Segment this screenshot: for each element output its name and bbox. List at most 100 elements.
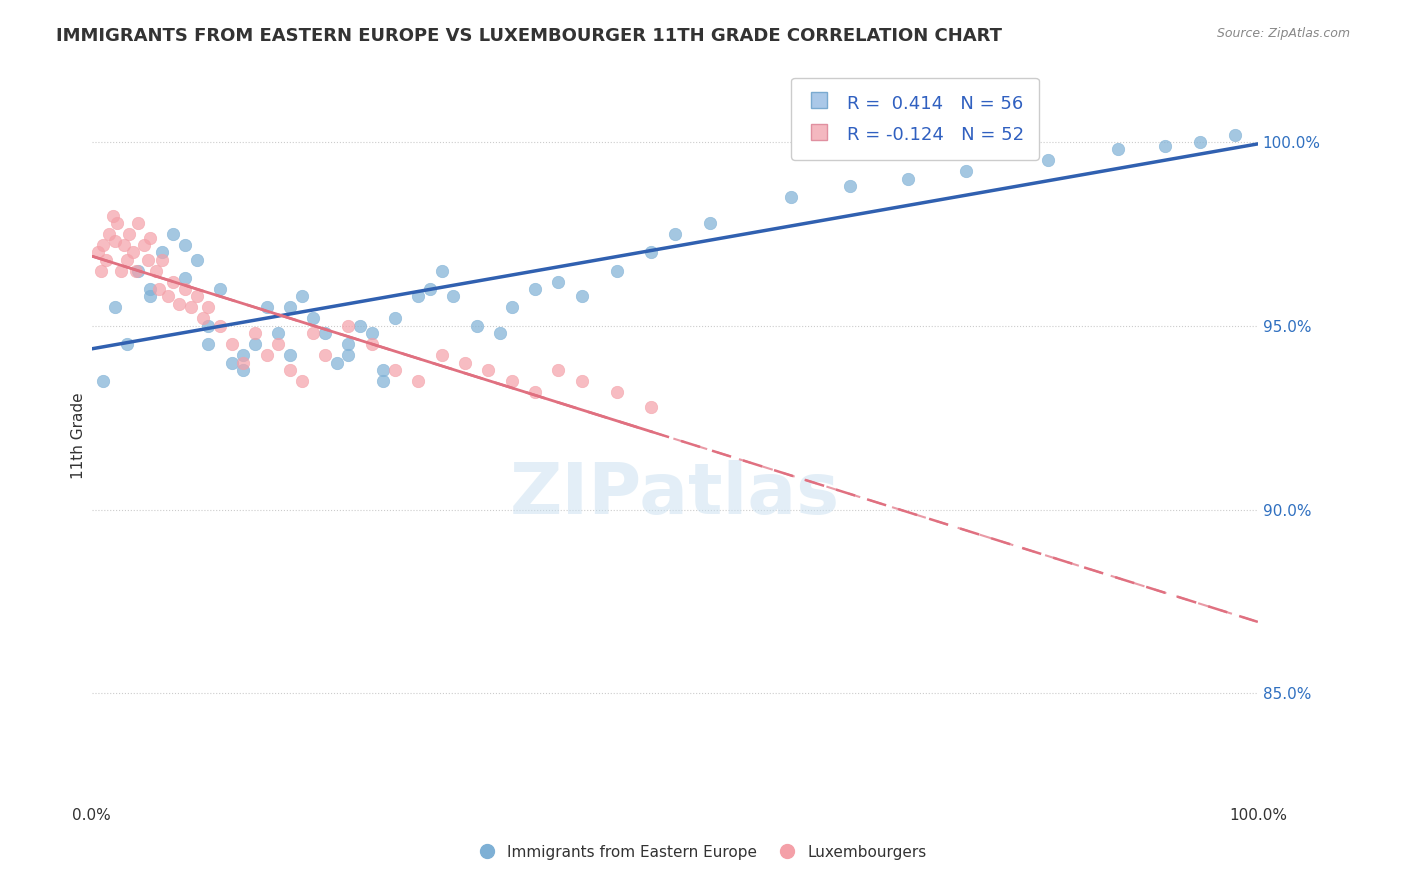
Point [104, 301, 127, 315]
Point [1036, 153, 1059, 168]
Text: ZIPatlas: ZIPatlas [510, 460, 839, 529]
Point [384, 311, 406, 326]
Point [150, 245, 173, 260]
Point [86, 245, 108, 260]
Point [419, 282, 441, 296]
Point [465, 318, 488, 333]
Point [430, 348, 453, 362]
Point [180, 301, 202, 315]
Point [278, 301, 301, 315]
Point [640, 400, 662, 414]
Point [523, 384, 546, 399]
Legend: R =  0.414   N = 56, R = -0.124   N = 52: R = 0.414 N = 56, R = -0.124 N = 52 [792, 78, 1039, 160]
Point [221, 355, 243, 369]
Point [93, 238, 115, 252]
Point [167, 297, 190, 311]
Point [408, 374, 430, 388]
Point [1188, 135, 1211, 149]
Point [150, 252, 173, 267]
Point [1223, 128, 1246, 142]
Point [838, 179, 860, 194]
Point [501, 301, 523, 315]
Point [174, 282, 197, 296]
Point [232, 355, 254, 369]
Point [360, 326, 382, 340]
Point [267, 337, 290, 351]
Point [955, 164, 977, 178]
Point [314, 348, 336, 362]
Point [360, 337, 382, 351]
Point [114, 238, 136, 252]
Legend: Immigrants from Eastern Europe, Luxembourgers: Immigrants from Eastern Europe, Luxembou… [474, 839, 932, 866]
Point [209, 282, 232, 296]
Point [897, 171, 920, 186]
Point [337, 337, 360, 351]
Point [186, 252, 208, 267]
Point [232, 363, 254, 377]
Point [256, 301, 278, 315]
Point [127, 263, 149, 277]
Point [148, 282, 170, 296]
Point [101, 209, 124, 223]
Point [384, 363, 406, 377]
Point [291, 374, 314, 388]
Point [104, 234, 127, 248]
Point [209, 318, 232, 333]
Point [139, 230, 162, 244]
Point [156, 289, 179, 303]
Point [98, 227, 121, 241]
Point [115, 337, 138, 351]
Point [162, 275, 184, 289]
Point [107, 216, 129, 230]
Point [547, 275, 569, 289]
Point [523, 282, 546, 296]
Point [90, 263, 112, 277]
Point [571, 374, 593, 388]
Point [441, 289, 464, 303]
Point [664, 227, 686, 241]
Point [221, 337, 243, 351]
Point [191, 311, 214, 326]
Point [547, 363, 569, 377]
Point [243, 326, 266, 340]
Point [699, 216, 721, 230]
Point [571, 289, 593, 303]
Point [145, 263, 167, 277]
Point [197, 318, 219, 333]
Point [125, 263, 148, 277]
Point [232, 348, 254, 362]
Point [162, 227, 184, 241]
Point [94, 252, 117, 267]
Point [430, 263, 453, 277]
Point [337, 318, 360, 333]
Text: IMMIGRANTS FROM EASTERN EUROPE VS LUXEMBOURGER 11TH GRADE CORRELATION CHART: IMMIGRANTS FROM EASTERN EUROPE VS LUXEMB… [56, 27, 1002, 45]
Point [278, 363, 301, 377]
Point [337, 348, 360, 362]
Point [302, 311, 325, 326]
Point [267, 326, 290, 340]
Point [1153, 138, 1175, 153]
Point [454, 355, 477, 369]
Point [605, 263, 627, 277]
Point [243, 337, 266, 351]
Point [134, 238, 156, 252]
Point [780, 190, 803, 204]
Point [174, 271, 197, 285]
Text: Source: ZipAtlas.com: Source: ZipAtlas.com [1216, 27, 1350, 40]
Point [197, 337, 219, 351]
Point [139, 289, 162, 303]
Point [1107, 142, 1129, 156]
Point [302, 326, 325, 340]
Point [477, 363, 499, 377]
Point [408, 289, 430, 303]
Point [605, 384, 627, 399]
Y-axis label: 11th Grade: 11th Grade [72, 392, 86, 479]
Point [110, 263, 132, 277]
Point [121, 245, 143, 260]
Point [186, 289, 208, 303]
Point [489, 326, 512, 340]
Point [325, 355, 347, 369]
Point [197, 301, 219, 315]
Point [640, 245, 662, 260]
Point [118, 227, 141, 241]
